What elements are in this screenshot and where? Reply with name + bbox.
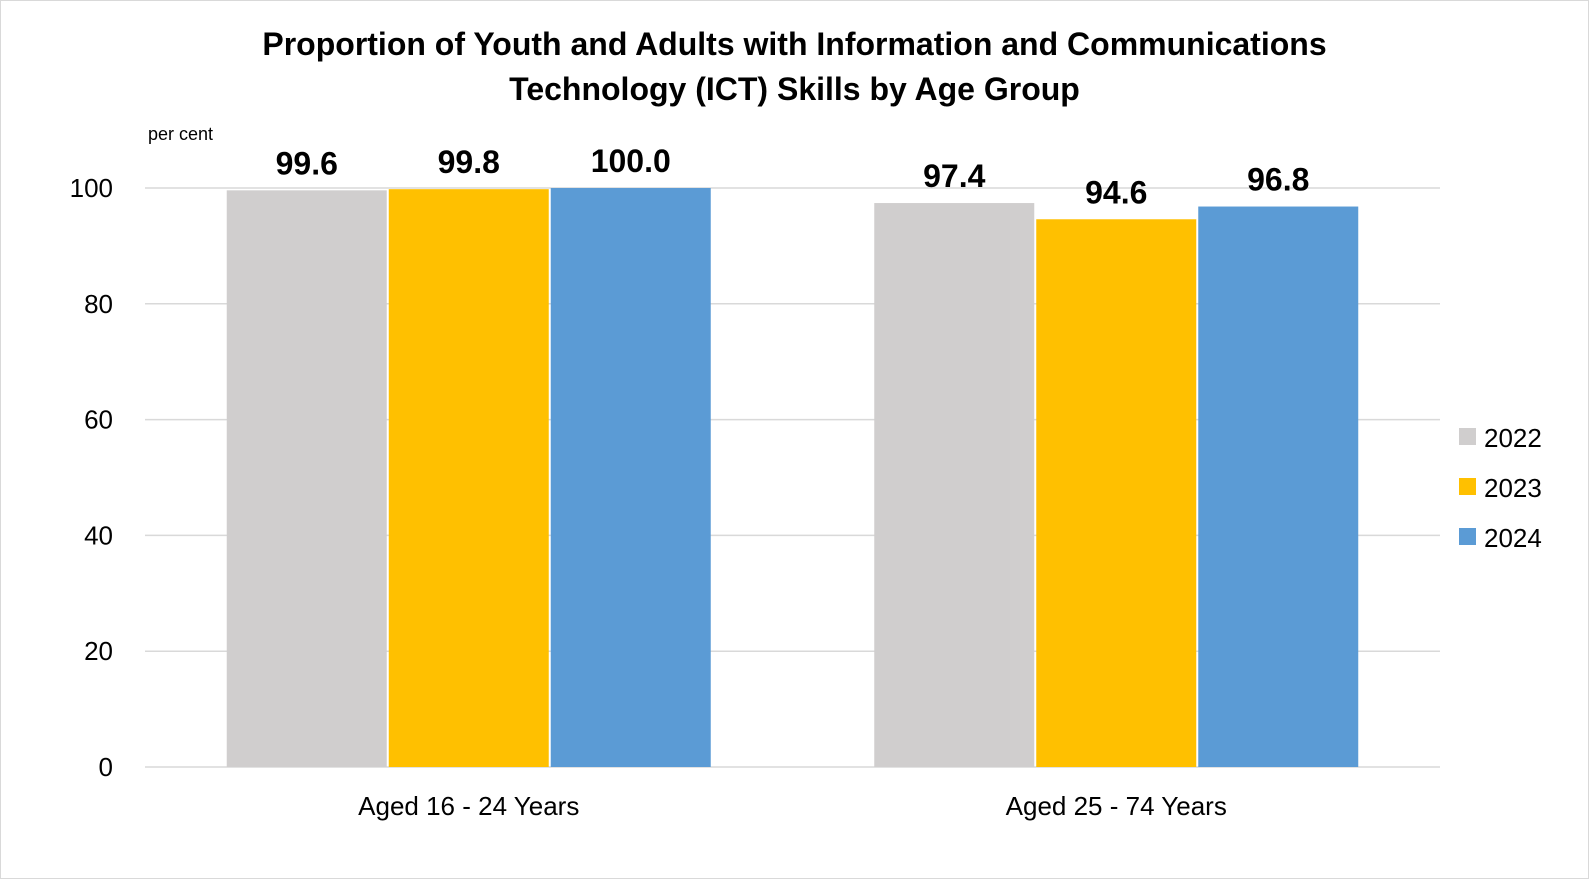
x-category-label-2: Aged 25 - 74 Years bbox=[1006, 791, 1227, 821]
legend-label-2024: 2024 bbox=[1484, 523, 1542, 553]
data-labels: 99.6 99.8 100.0 97.4 94.6 96.8 bbox=[276, 143, 1310, 210]
y-tick-label-60: 60 bbox=[84, 405, 113, 435]
y-tick-label-80: 80 bbox=[84, 289, 113, 319]
chart-title: Proportion of Youth and Adults with Info… bbox=[0, 22, 1589, 112]
legend-swatch-2024 bbox=[1459, 528, 1476, 545]
chart-title-line-1: Proportion of Youth and Adults with Info… bbox=[262, 26, 1327, 62]
bar-2023-2 bbox=[1036, 219, 1197, 768]
legend: 2022 2023 2024 bbox=[1459, 423, 1542, 553]
bar-2024-2 bbox=[1198, 206, 1359, 767]
category-labels: Aged 16 - 24 Years Aged 25 - 74 Years bbox=[358, 791, 1227, 821]
y-tick-label-0: 0 bbox=[99, 752, 113, 782]
y-tick-label-100: 100 bbox=[70, 173, 113, 203]
data-label-2024-2: 96.8 bbox=[1247, 162, 1309, 198]
y-tick-label-40: 40 bbox=[84, 520, 113, 550]
data-label-2022-1: 99.6 bbox=[276, 145, 338, 181]
data-label-2022-2: 97.4 bbox=[923, 158, 985, 194]
chart-title-line-2: Technology (ICT) Skills by Age Group bbox=[509, 71, 1080, 107]
legend-swatch-2023 bbox=[1459, 478, 1476, 495]
data-label-2024-1: 100.0 bbox=[591, 143, 671, 179]
data-label-2023-1: 99.8 bbox=[438, 144, 500, 180]
y-tick-label-20: 20 bbox=[84, 636, 113, 666]
bar-2022-1 bbox=[226, 190, 387, 768]
legend-label-2023: 2023 bbox=[1484, 473, 1542, 503]
data-label-2023-2: 94.6 bbox=[1085, 174, 1147, 210]
legend-label-2022: 2022 bbox=[1484, 423, 1542, 453]
bar-2024-1 bbox=[550, 188, 711, 767]
bar-2023-1 bbox=[388, 189, 549, 767]
x-category-label-1: Aged 16 - 24 Years bbox=[358, 791, 579, 821]
legend-swatch-2022 bbox=[1459, 428, 1476, 445]
y-unit-label: per cent bbox=[148, 124, 213, 144]
y-axis-ticks: 0 20 40 60 80 100 bbox=[70, 173, 113, 782]
bar-2022-2 bbox=[874, 203, 1035, 767]
bars bbox=[226, 188, 1359, 768]
